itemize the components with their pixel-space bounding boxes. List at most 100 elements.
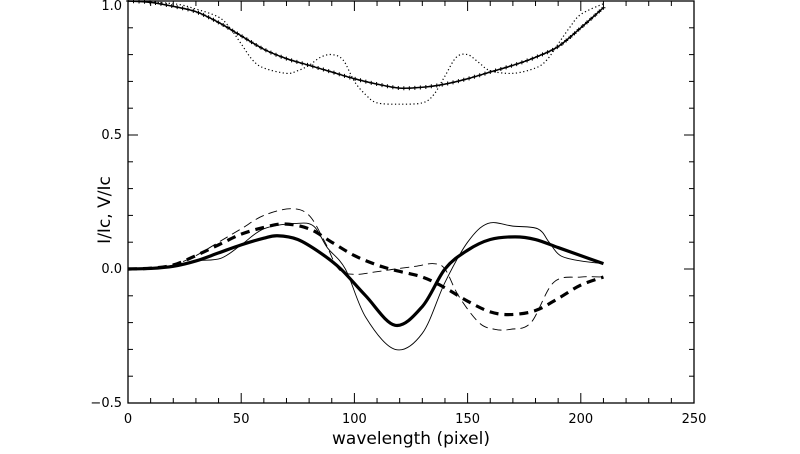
plus-marker — [550, 47, 555, 52]
ticks — [127, 0, 695, 404]
plus-marker — [390, 85, 395, 90]
plus-marker — [467, 76, 472, 81]
plus-marker — [158, 1, 163, 6]
series-line-solid-plus — [127, 0, 604, 90]
plus-marker — [401, 86, 406, 91]
plus-marker — [385, 84, 390, 89]
plus-marker — [440, 82, 445, 87]
plus-marker — [191, 8, 196, 13]
ytick-label: 1.0 — [101, 0, 122, 14]
plus-marker — [206, 15, 211, 20]
plus-marker — [572, 31, 577, 36]
plus-marker — [407, 86, 412, 91]
series-line-dotted — [127, 0, 604, 105]
plus-marker — [580, 24, 585, 29]
plus-marker — [279, 54, 284, 59]
plus-marker — [545, 50, 550, 55]
plus-marker — [240, 34, 245, 39]
plus-marker — [576, 27, 581, 32]
xtick-label: 200 — [568, 412, 593, 427]
plus-marker — [268, 50, 273, 55]
plus-marker — [263, 48, 268, 53]
plus-marker — [221, 23, 226, 28]
plus-marker — [535, 54, 540, 59]
plus-marker — [568, 34, 573, 39]
ytick-label: 0.0 — [101, 262, 122, 277]
plus-marker — [555, 45, 560, 50]
y-axis-label: I/Ic, V/Ic — [95, 176, 115, 244]
xtick-label: 0 — [124, 412, 132, 427]
plus-marker — [235, 31, 240, 36]
plus-marker — [211, 17, 216, 22]
series-line-thick-solid — [127, 234, 604, 327]
plus-marker — [488, 70, 493, 75]
plus-marker — [530, 56, 535, 61]
plus-marker — [589, 16, 594, 21]
plus-marker — [380, 83, 385, 88]
series-line-thick-dashed — [127, 222, 604, 317]
plus-marker — [396, 85, 401, 90]
plus-marker — [300, 61, 305, 66]
plus-marker — [259, 45, 264, 50]
plus-marker — [216, 20, 221, 25]
plus-marker — [254, 43, 259, 48]
plus-marker — [597, 9, 602, 14]
plus-marker — [451, 80, 456, 85]
plus-marker — [504, 65, 509, 70]
plus-marker — [369, 80, 374, 85]
plus-marker — [180, 6, 185, 11]
plus-marker — [175, 5, 180, 10]
plus-marker — [601, 5, 606, 10]
plus-marker — [564, 38, 569, 43]
plus-marker — [456, 79, 461, 84]
plus-marker — [477, 73, 482, 78]
plus-marker — [412, 85, 417, 90]
plus-marker — [196, 10, 201, 15]
plus-marker — [514, 62, 519, 67]
plus-marker — [284, 56, 289, 61]
plus-marker — [342, 73, 347, 78]
plus-marker — [434, 83, 439, 88]
plus-marker — [310, 64, 315, 69]
plus-marker — [540, 52, 545, 57]
plus-marker — [358, 78, 363, 83]
xtick-label: 50 — [233, 412, 250, 427]
plus-marker — [525, 58, 530, 63]
plus-marker — [461, 77, 466, 82]
plus-marker — [472, 74, 477, 79]
plus-marker — [249, 40, 254, 45]
plus-marker — [337, 72, 342, 77]
plus-marker — [169, 4, 174, 9]
plus-marker — [289, 58, 294, 63]
plus-marker — [185, 7, 190, 12]
plus-marker — [584, 20, 589, 25]
plus-marker — [363, 79, 368, 84]
xtick-label: 250 — [682, 412, 707, 427]
plus-marker — [353, 76, 358, 81]
plus-marker — [498, 66, 503, 71]
plus-marker — [509, 63, 514, 68]
ytick-label: −0.5 — [90, 396, 122, 411]
plus-marker — [326, 69, 331, 74]
plus-marker — [316, 65, 321, 70]
series-layer — [126, 0, 606, 351]
plus-marker — [153, 1, 158, 6]
plus-marker — [274, 52, 279, 57]
plot-frame — [127, 0, 695, 404]
ytick-label: 0.5 — [101, 128, 122, 143]
x-axis-label: wavelength (pixel) — [332, 429, 490, 449]
plus-marker — [244, 37, 249, 42]
plus-marker — [445, 81, 450, 86]
plus-marker — [519, 60, 524, 65]
plus-marker — [321, 67, 326, 72]
plus-marker — [418, 85, 423, 90]
plus-marker — [429, 84, 434, 89]
xtick-label: 150 — [455, 412, 480, 427]
series-line-thin-dashed — [127, 208, 604, 331]
plus-marker — [294, 59, 299, 64]
plus-marker — [230, 28, 235, 33]
xtick-label: 100 — [342, 412, 367, 427]
plus-marker — [482, 71, 487, 76]
plus-marker — [374, 81, 379, 86]
